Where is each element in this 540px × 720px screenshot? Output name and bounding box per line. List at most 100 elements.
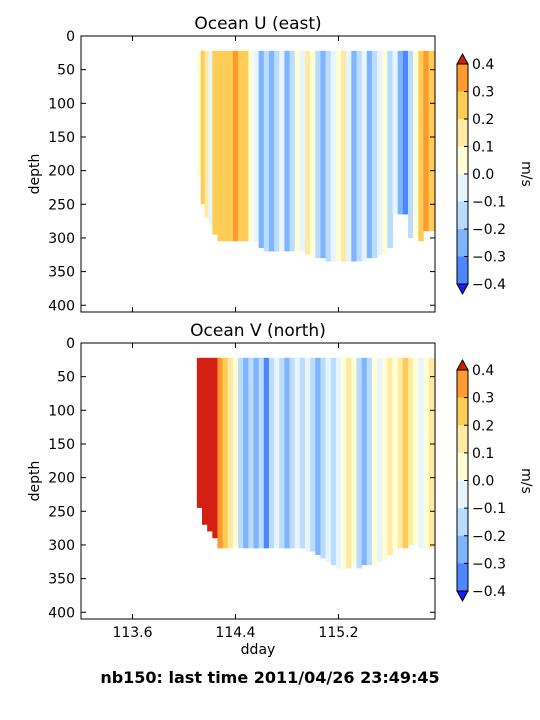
colorbar-segment bbox=[457, 256, 468, 285]
data-column bbox=[418, 50, 424, 242]
y-tick-label: 350 bbox=[48, 265, 75, 281]
data-column bbox=[238, 357, 244, 549]
data-column bbox=[202, 357, 208, 525]
data-column bbox=[310, 50, 316, 259]
y-tick-label: 0 bbox=[66, 29, 75, 45]
axes-frame bbox=[80, 342, 436, 620]
colorbar-tick-label: 0.4 bbox=[472, 363, 494, 379]
y-axis-label: depth bbox=[27, 154, 43, 195]
x-axis-label: dday bbox=[241, 642, 276, 658]
data-column bbox=[258, 357, 265, 549]
data-column bbox=[330, 50, 337, 262]
data-column bbox=[289, 50, 296, 252]
y-tick-label: 350 bbox=[48, 572, 75, 588]
data-column bbox=[232, 50, 239, 242]
data-column bbox=[243, 50, 249, 242]
data-column bbox=[423, 357, 429, 549]
figure-suptitle: nb150: last time 2011/04/26 23:49:45 bbox=[100, 668, 439, 687]
colorbar-tick-label: 0.0 bbox=[472, 474, 494, 490]
colorbar-tick-label: 0.3 bbox=[472, 85, 494, 101]
data-column bbox=[279, 50, 285, 252]
data-column bbox=[248, 50, 254, 242]
colorbar-tick-label: 0.4 bbox=[472, 57, 494, 73]
colorbar-extend-low bbox=[456, 590, 469, 603]
y-tick-label: 400 bbox=[48, 605, 75, 621]
data-column bbox=[397, 357, 404, 549]
data-column bbox=[407, 50, 414, 238]
data-column bbox=[366, 50, 373, 259]
colorbar-segment bbox=[457, 370, 468, 398]
data-column bbox=[423, 50, 429, 232]
panel-title: Ocean U (east) bbox=[194, 14, 321, 34]
colorbar-tick-label: −0.2 bbox=[472, 529, 506, 545]
data-column bbox=[299, 357, 306, 549]
data-column bbox=[232, 357, 239, 549]
colorbar-segment bbox=[457, 64, 468, 92]
plot-area: 0 50 100 150 200 250 300 350 400 bbox=[48, 29, 436, 314]
data-column bbox=[366, 357, 373, 566]
colorbar-segment bbox=[457, 397, 468, 426]
data-column bbox=[382, 357, 388, 559]
data-column bbox=[361, 50, 368, 262]
colorbar-tick-label: 0.1 bbox=[472, 140, 494, 156]
colorbar-tick-label: 0.2 bbox=[472, 418, 494, 434]
data-column bbox=[248, 357, 254, 549]
colorbar-tick-label: −0.4 bbox=[472, 277, 506, 293]
data-column bbox=[320, 50, 326, 259]
colorbar-segment bbox=[457, 119, 468, 147]
y-tick-label: 300 bbox=[48, 538, 75, 554]
data-column bbox=[320, 357, 326, 559]
colorbar-segment bbox=[457, 425, 468, 454]
data-column bbox=[377, 50, 383, 255]
colorbar-segment bbox=[457, 452, 468, 481]
data-column bbox=[253, 50, 260, 242]
data-column bbox=[351, 50, 357, 262]
colorbar-tick-label: −0.1 bbox=[472, 501, 506, 517]
colorbar-tick-label: −0.4 bbox=[472, 584, 506, 600]
colorbar-tick-label: −0.2 bbox=[472, 222, 506, 238]
colorbar-extend-high bbox=[456, 358, 469, 371]
data-column bbox=[217, 357, 223, 549]
data-column bbox=[268, 50, 275, 252]
data-column bbox=[397, 50, 404, 215]
x-tick-label: 115.2 bbox=[318, 625, 358, 641]
data-column bbox=[418, 357, 424, 549]
data-column bbox=[402, 50, 409, 215]
data-column bbox=[402, 357, 409, 549]
data-column bbox=[208, 50, 213, 225]
data-column bbox=[299, 50, 306, 252]
data-column bbox=[294, 357, 301, 549]
panel-title: Ocean V (north) bbox=[190, 321, 326, 341]
data-column bbox=[294, 50, 301, 252]
y-tick-label: 300 bbox=[48, 231, 75, 247]
data-column bbox=[227, 50, 234, 242]
y-tick-label: 200 bbox=[48, 471, 75, 487]
colorbar: 0.4 0.3 0.2 0.1 0.0 −0.1 −0.2 −0.3 −0.4 bbox=[456, 52, 506, 296]
data-column bbox=[284, 357, 290, 549]
panel-ocean-u: Ocean U (east) depth m/s 0 50 100 150 200 250… bbox=[27, 14, 534, 314]
data-column bbox=[387, 357, 393, 556]
colorbar-segment bbox=[457, 174, 468, 202]
x-tick-label: 114.4 bbox=[215, 625, 255, 641]
data-column bbox=[212, 50, 218, 235]
x-tick-label: 113.6 bbox=[112, 625, 152, 641]
data-column bbox=[263, 357, 270, 549]
colorbar: 0.4 0.3 0.2 0.1 0.0 −0.1 −0.2 −0.3 −0.4 bbox=[456, 358, 506, 603]
data-column bbox=[428, 50, 436, 232]
colorbar-extend-high bbox=[456, 52, 469, 65]
data-column bbox=[413, 50, 419, 238]
data-column bbox=[346, 357, 352, 569]
data-column bbox=[243, 357, 249, 549]
colorbar-segment bbox=[457, 508, 468, 537]
data-column bbox=[227, 357, 234, 549]
data-column bbox=[315, 357, 321, 556]
panel-ocean-v: Ocean V (north) depth dday m/s 0 50 100 150… bbox=[27, 321, 534, 658]
colorbar-tick-label: 0.0 bbox=[472, 167, 494, 183]
colorbar-tick-label: −0.3 bbox=[472, 250, 506, 266]
data-column bbox=[392, 357, 399, 549]
data-column bbox=[356, 357, 363, 569]
data-column bbox=[315, 50, 321, 259]
y-tick-label: 0 bbox=[66, 336, 75, 352]
colorbar-segment bbox=[457, 201, 468, 230]
data-column bbox=[217, 50, 223, 242]
